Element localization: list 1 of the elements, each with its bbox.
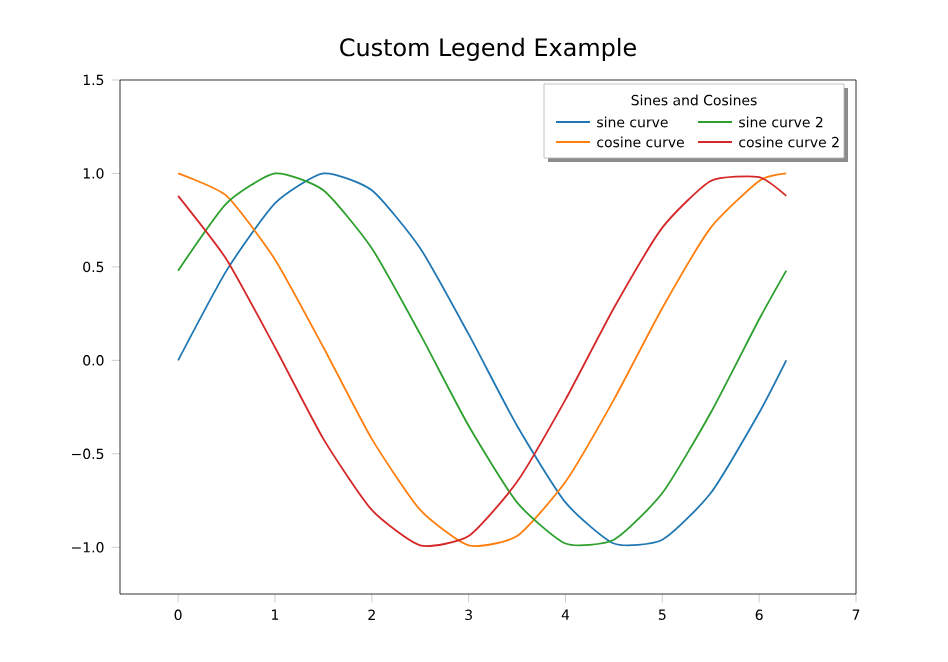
chart-title: Custom Legend Example [340, 37, 636, 61]
